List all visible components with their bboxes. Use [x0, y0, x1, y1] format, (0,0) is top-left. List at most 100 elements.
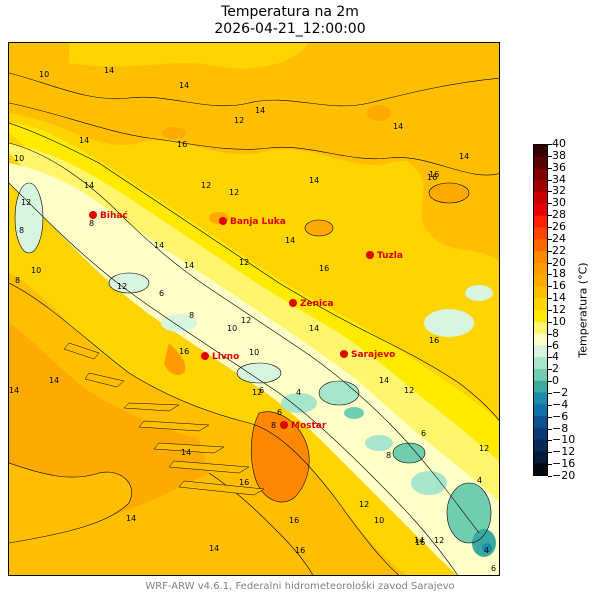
colorbar-tick-mark [548, 274, 552, 276]
colorbar-tick-label: 16 [552, 279, 566, 293]
map-fill-north-band [69, 43, 309, 69]
city-sarajevo[interactable]: Sarajevo [340, 350, 395, 360]
colorbar-tick-mark [548, 167, 552, 169]
colorbar-tick-label: 6 [552, 338, 559, 352]
city-label: Mostar [291, 421, 327, 431]
contour-label: 16 [429, 170, 439, 179]
contour-label: 16 [177, 140, 187, 149]
colorbar-segment [534, 192, 547, 205]
contour-label: 16 [295, 546, 305, 555]
temperature-map: 10 14 14 12 14 16 14 10 12 14 16 14 14 1… [9, 43, 499, 575]
colorbar-tick-mark [548, 250, 552, 252]
city-dot [280, 421, 288, 429]
city-bihac[interactable]: Bihać [89, 210, 128, 221]
map-cold-14 [465, 285, 493, 301]
city-tuzla[interactable]: Tuzla [366, 251, 403, 261]
city-dot [289, 299, 297, 307]
colorbar-tick-label: −16 [552, 457, 576, 471]
contour-label: 6 [491, 564, 496, 573]
colorbar-tick-mark [548, 310, 552, 311]
map-panel[interactable]: 10 14 14 12 14 16 14 10 12 14 16 14 14 1… [8, 42, 500, 576]
map-warm-spot-3 [305, 220, 333, 236]
contour-label: 14 [309, 324, 319, 333]
map-cold-9 [411, 471, 447, 495]
map-cold-6 [344, 407, 364, 419]
footer-credit: WRF-ARW v4.6.1, Federalni hidrometeorolo… [145, 581, 455, 592]
contour-label: 10 [14, 154, 24, 163]
contour-label: 12 [229, 188, 239, 197]
colorbar-tick-mark [548, 452, 552, 454]
colorbar-tick-mark [548, 321, 552, 323]
city-livno[interactable]: Livno [201, 352, 239, 362]
city-zenica[interactable]: Zenica [289, 299, 334, 309]
map-fill-islands [9, 463, 132, 543]
colorbar-segment [534, 215, 547, 228]
contour-label: 16 [179, 347, 189, 356]
contour-label: 14 [181, 448, 191, 457]
map-warm-spot-1 [162, 127, 186, 139]
colorbar-segment [534, 368, 547, 382]
city-banja-luka[interactable]: Banja Luka [219, 217, 286, 227]
city-label: Tuzla [377, 251, 403, 261]
city-label: Zenica [300, 299, 334, 309]
colorbar-tick-mark [548, 345, 552, 347]
contour-label: 12 [359, 500, 369, 509]
colorbar-tick-mark [548, 262, 552, 264]
contour-label-group: 10 14 14 12 14 16 14 10 12 14 16 14 14 1… [9, 66, 496, 573]
contour-label: 8 [89, 219, 94, 228]
contour-label: 16 [319, 264, 329, 273]
colorbar-tick-label: 26 [552, 220, 566, 233]
map-cold-3 [237, 363, 281, 383]
colorbar-segment [534, 380, 547, 393]
contour-label: 14 [255, 106, 265, 115]
map-fill-northeast [388, 80, 499, 262]
colorbar-tick-label: 24 [552, 231, 566, 245]
map-cold-1 [109, 273, 149, 293]
contour-label: 14 [126, 514, 136, 523]
map-cold-7 [365, 435, 393, 451]
colorbar-segment [534, 262, 547, 276]
city-label: Banja Luka [230, 217, 286, 227]
colorbar-segment [534, 180, 547, 193]
colorbar-segment [534, 298, 547, 311]
map-fill-livno-warm [164, 343, 186, 375]
colorbar-tick-label: 30 [552, 196, 566, 210]
contour-label: 12 [234, 116, 244, 125]
colorbar-tick-mark [548, 191, 552, 193]
colorbar-tick-label: −4 [552, 397, 569, 411]
colorbar-tick-label: 32 [552, 184, 566, 198]
colorbar-tick-label: 14 [552, 291, 566, 305]
contour-label: 14 [154, 241, 164, 250]
map-cold-4 [281, 393, 317, 413]
colorbar-segment [534, 392, 547, 405]
colorbar-segment [534, 439, 547, 452]
colorbar-segment [534, 357, 547, 370]
city-markers: Bihać Banja Luka Tuzla Zenica Sarajevo L… [89, 210, 403, 431]
contour-label: 14 [209, 544, 219, 553]
colorbar-tick-mark [548, 381, 552, 383]
city-label: Sarajevo [351, 350, 395, 360]
colorbar-segment [534, 451, 547, 464]
map-fill-north [9, 43, 499, 171]
contour-label: 8 [15, 276, 20, 285]
colorbar-tick-label: 20 [552, 255, 566, 269]
contour-label: 14 [414, 536, 424, 545]
colorbar-tick-mark [548, 238, 552, 240]
colorbar-tick-label: 28 [552, 208, 566, 222]
city-dot [219, 217, 227, 225]
colorbar-tick-mark [548, 155, 552, 157]
colorbar-segment [534, 251, 547, 264]
city-mostar[interactable]: Mostar [280, 421, 327, 431]
city-dot [366, 251, 374, 259]
colorbar-tick-label: 10 [552, 314, 566, 328]
contour-label: 8 [19, 226, 24, 235]
colorbar-tick-mark [548, 404, 552, 406]
colorbar-tick-mark [548, 357, 552, 359]
contour-label: 12 [479, 444, 489, 453]
colorbar-segment [534, 227, 547, 240]
contour-label: 10 [227, 324, 237, 333]
contour-label: 6 [277, 408, 282, 417]
colorbar-segment [534, 427, 547, 441]
colorbar-tick-label: 8 [552, 326, 559, 340]
contour-label: 16 [415, 538, 425, 547]
